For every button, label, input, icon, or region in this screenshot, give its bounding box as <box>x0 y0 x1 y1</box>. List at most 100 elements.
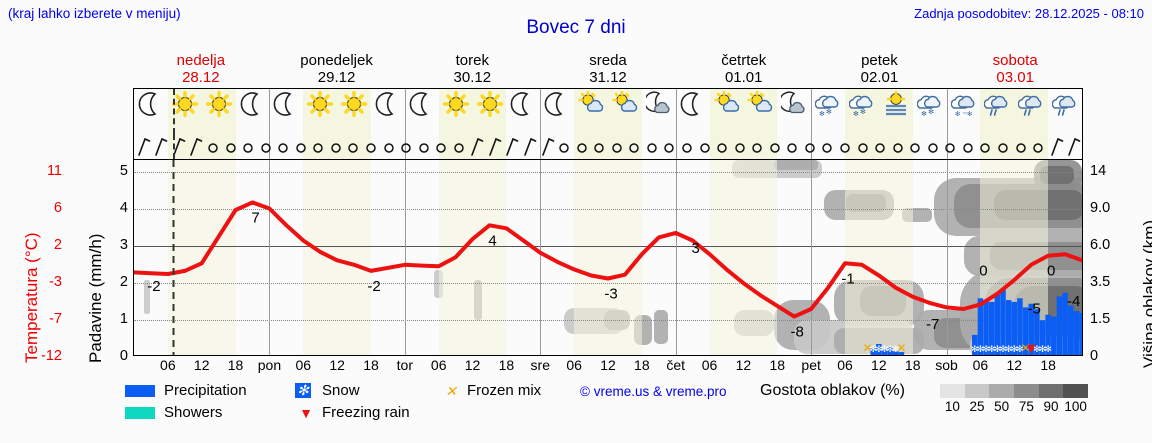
moon-icon <box>409 91 435 117</box>
snow-marker: ✻ <box>1005 345 1013 355</box>
day-separator-5 <box>811 89 813 134</box>
legend-freezing-rain: ▼ Freezing rain <box>295 404 409 421</box>
axis-tick: 1 <box>119 311 128 327</box>
wind-calm-icon <box>609 137 625 157</box>
day-separator-1 <box>269 89 271 134</box>
axis-tick: 14 <box>1090 163 1107 179</box>
axis-tick: 6 <box>53 200 62 216</box>
precipitation-bar <box>1073 311 1080 355</box>
wind-calm-icon <box>714 137 730 157</box>
snow-marker: ✻ <box>1016 345 1024 355</box>
day-name: torek <box>455 52 489 69</box>
precipitation-bar <box>1017 298 1023 355</box>
precipitation-bar <box>1056 296 1063 355</box>
temperature-axis-ticks: 11 6 2 -3 -7 -12 <box>30 160 62 364</box>
wind-calm-icon <box>907 137 923 157</box>
daylight-band-0 <box>167 134 236 159</box>
wind-barb-icon <box>539 137 555 157</box>
sun-cloud-icon <box>612 91 638 117</box>
day-name: sobota <box>992 52 1038 69</box>
temperature-annotation: -3 <box>604 286 617 303</box>
legend-precipitation-label: Precipitation <box>164 382 247 399</box>
svg-text:∼: ∼ <box>962 109 967 117</box>
wind-calm-icon <box>855 137 871 157</box>
current-time-marker-band-1 <box>172 134 175 159</box>
wind-calm-icon <box>977 137 993 157</box>
precipitation-bar <box>983 300 989 355</box>
wind-calm-icon <box>328 137 344 157</box>
precipitation-bar <box>898 352 905 355</box>
precipitation-bar <box>881 349 888 355</box>
temperature-annotation: 4 <box>488 232 496 249</box>
day-name: nedelja <box>176 52 226 69</box>
precipitation-bar <box>972 334 978 355</box>
svg-text:✻: ✻ <box>860 108 866 116</box>
cloud-sleet-icon: ✻ ∼ ✻ <box>950 91 977 117</box>
day-name: četrtek <box>721 52 767 69</box>
precipitation-bar <box>1051 316 1057 355</box>
svg-text:✻: ✻ <box>928 108 934 116</box>
x-tick-18: 18 <box>227 357 244 373</box>
wind-barb-icon <box>135 137 151 157</box>
x-tick-12: 12 <box>329 357 345 373</box>
x-tick-18: 18 <box>498 357 515 373</box>
density-tick-25: 25 <box>969 399 985 414</box>
precipitation-bar <box>1067 305 1074 355</box>
axis-tick: 9.0 <box>1090 200 1111 216</box>
wind-calm-icon <box>451 137 467 157</box>
wind-barb-icon <box>170 137 186 157</box>
precipitation-bar <box>1028 303 1034 355</box>
snow-marker: ✻ <box>994 345 1002 355</box>
x-tick-pet: pet <box>801 357 821 373</box>
snow-marker: ✻ <box>892 345 900 355</box>
moon-cloud-icon <box>781 91 807 117</box>
wind-symbol-band <box>134 134 1082 160</box>
x-tick-čet: čet <box>666 357 686 373</box>
moon-icon <box>510 91 536 117</box>
x-tick-06: 06 <box>701 357 718 373</box>
cloud-density-title: Gostota oblakov (%) <box>760 382 905 399</box>
temperature-annotation: 7 <box>251 209 259 226</box>
wind-calm-icon <box>556 137 572 157</box>
copyright-notice: © vreme.us & vreme.pro <box>580 384 727 399</box>
wind-barb-icon <box>521 137 537 157</box>
temperature-curve <box>134 200 1082 319</box>
temperature-annotation: -7 <box>926 316 939 333</box>
precipitation-bar <box>1000 289 1006 355</box>
snow-marker: ✻ <box>875 345 883 355</box>
svg-text:✻: ✻ <box>826 108 832 116</box>
x-tick-12: 12 <box>871 357 887 373</box>
density-tick-90: 90 <box>1043 399 1059 414</box>
frozen-mix-marker: ✕ <box>1021 341 1031 355</box>
moon-icon <box>240 91 266 117</box>
day-header-2: torek 30.12 <box>404 52 540 86</box>
temperature-annotation: 0 <box>979 263 987 280</box>
day-name: petek <box>861 52 898 69</box>
day-separator-graph-2 <box>404 160 406 355</box>
density-tick-75: 75 <box>1018 399 1034 414</box>
cloud-rain-icon <box>1052 91 1078 117</box>
snow-marker: ✻ <box>869 345 877 355</box>
wind-calm-icon <box>995 137 1011 157</box>
x-tick-06: 06 <box>430 357 447 373</box>
precipitation-bars <box>870 289 1082 355</box>
axis-tick: 6.0 <box>1090 237 1111 253</box>
x-tick-18: 18 <box>769 357 786 373</box>
day-date: 28.12 <box>182 69 220 86</box>
cloud-rain-icon <box>1018 91 1044 117</box>
wind-calm-icon <box>925 137 941 157</box>
legend-row-2: Showers ▼ Freezing rain <box>125 404 685 425</box>
daylight-band-graph-3 <box>574 160 642 355</box>
density-tick-10: 10 <box>944 399 960 414</box>
moon-icon <box>375 91 401 117</box>
wind-calm-icon <box>223 137 239 157</box>
precipitation-bar <box>1011 301 1018 355</box>
temperature-annotation: 0 <box>1047 263 1055 280</box>
legend-snow: ✻ Snow <box>295 382 360 399</box>
snow-marker: ✻ <box>1044 345 1052 355</box>
wind-calm-icon <box>363 137 379 157</box>
precipitation-bar <box>994 294 1001 355</box>
day-separator-5 <box>811 134 813 159</box>
sun-icon <box>476 91 503 117</box>
wind-calm-icon <box>310 137 326 157</box>
